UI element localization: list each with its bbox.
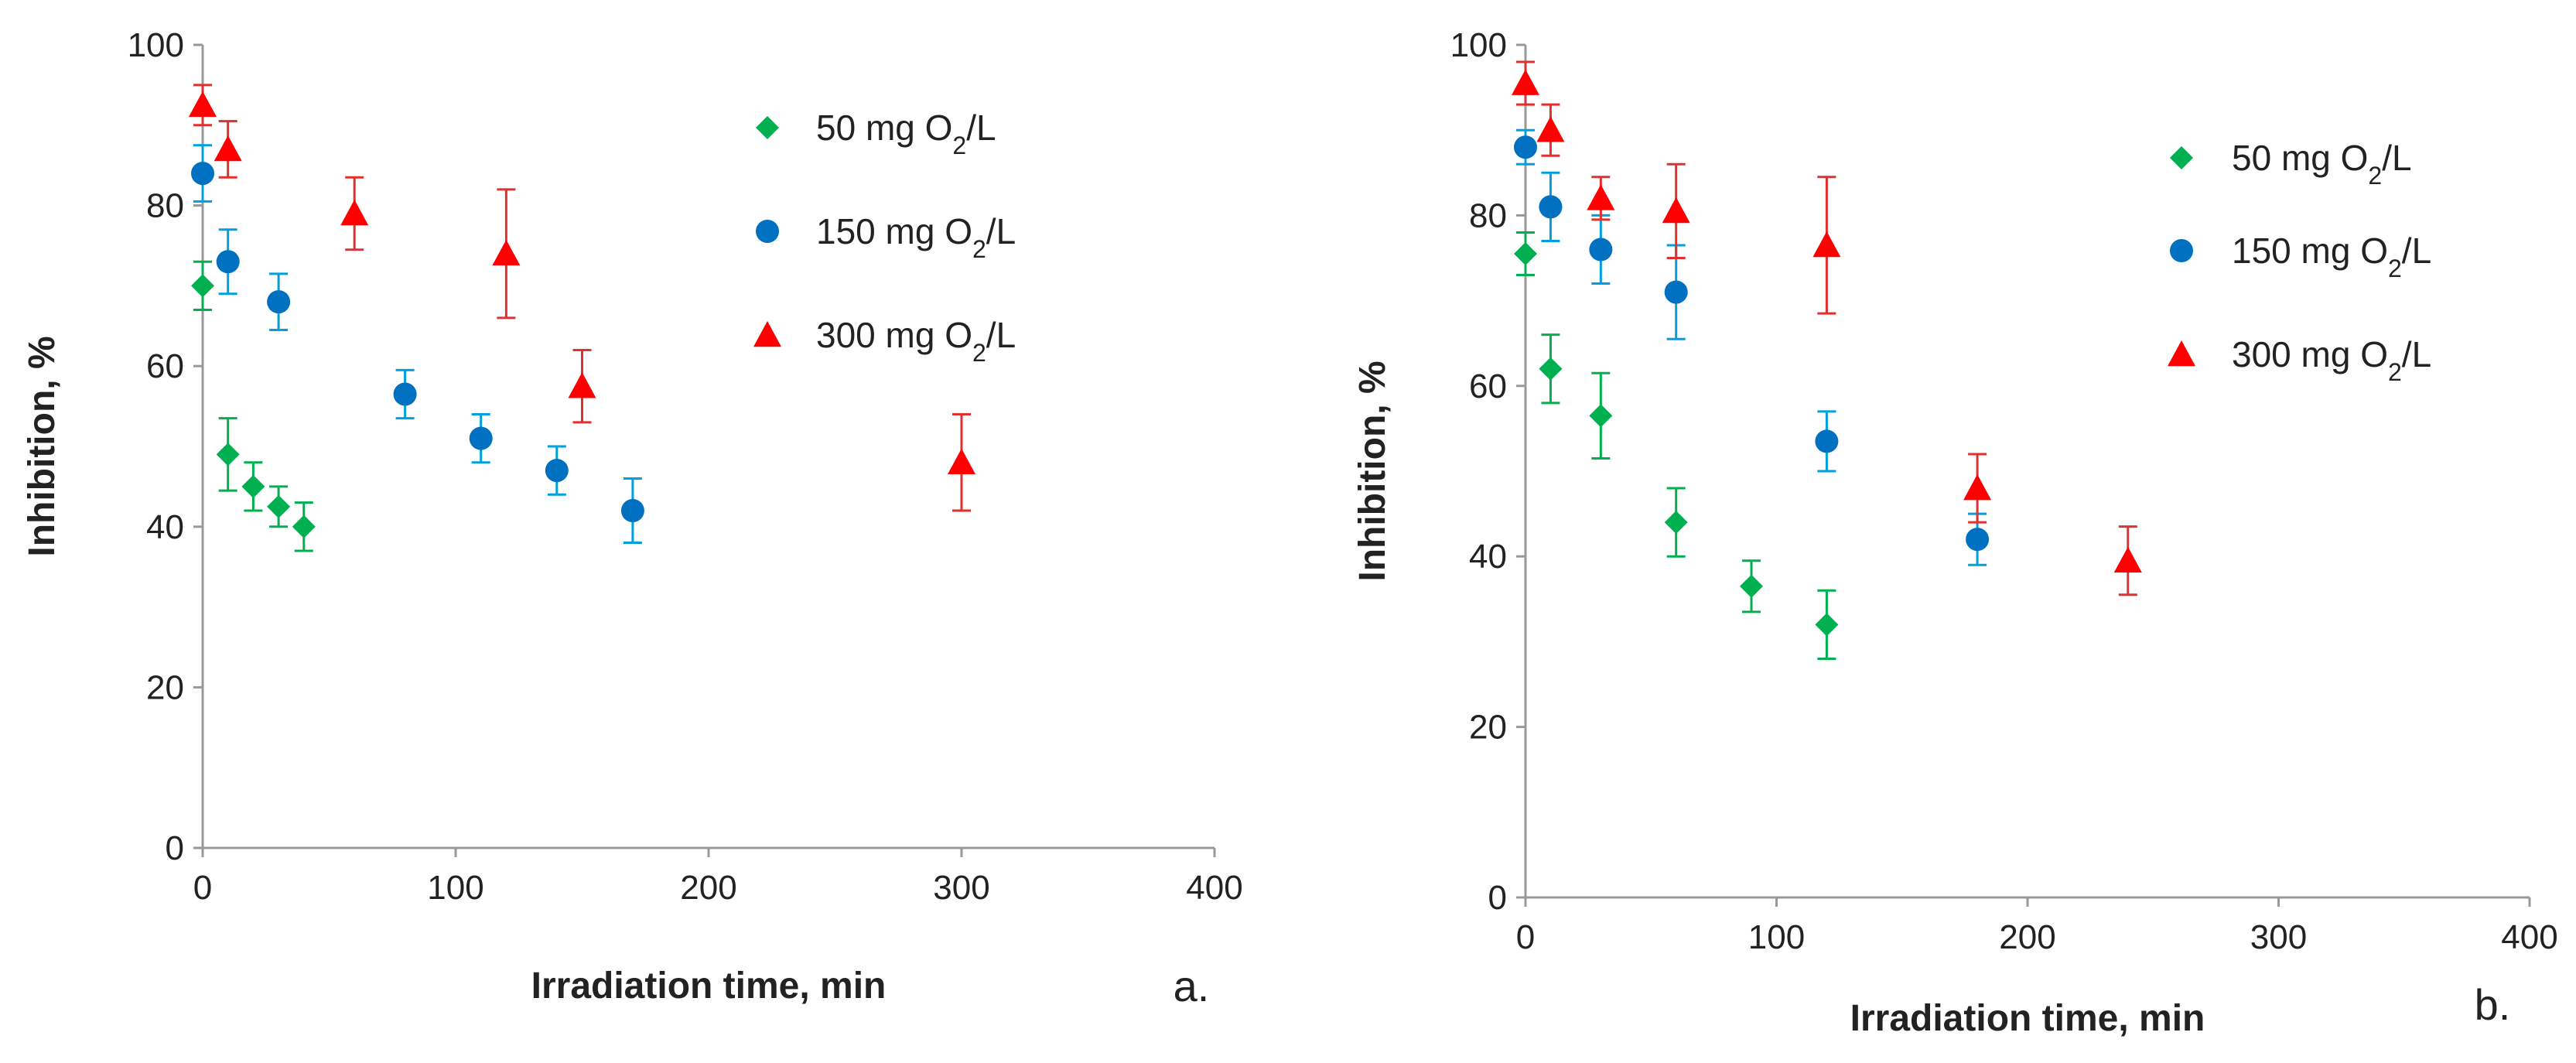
- y-axis-title: Inhibition, %: [1352, 361, 1393, 581]
- y-tick-label: 60: [1469, 367, 1507, 405]
- series-circle: [191, 144, 644, 545]
- y-axis-title: Inhibition, %: [22, 336, 63, 556]
- data-point: [216, 250, 240, 274]
- data-point: [241, 474, 265, 498]
- legend-label: 300 mg O2/L: [2232, 334, 2431, 386]
- legend-label: 150 mg O2/L: [816, 211, 1016, 263]
- y-tick-label: 20: [1469, 709, 1507, 747]
- y-tick-label: 0: [166, 829, 184, 867]
- panel-label: b.: [2475, 980, 2511, 1029]
- y-tick-label: 100: [1450, 26, 1507, 64]
- y-tick-label: 0: [1488, 879, 1507, 917]
- x-tick-label: 200: [1999, 918, 2055, 956]
- data-point: [1966, 528, 1990, 552]
- data-point: [191, 162, 214, 186]
- y-tick-label: 60: [146, 347, 184, 385]
- chart-1: 0 20 40 60 80 100 0 100 200 300 400 Inhibition, % Ir…: [22, 26, 1243, 1010]
- series-diamond: [191, 260, 316, 552]
- data-point: [267, 290, 291, 314]
- data-point: [292, 514, 316, 538]
- data-point: [1664, 511, 1688, 535]
- legend-label: 50 mg O2/L: [816, 108, 996, 159]
- data-point: [393, 382, 417, 406]
- legend-marker: [756, 220, 779, 243]
- data-point: [189, 91, 217, 118]
- data-point: [948, 448, 975, 475]
- legend-label: 300 mg O2/L: [816, 315, 1016, 367]
- x-tick-label: 100: [1748, 918, 1805, 956]
- legend-marker: [756, 116, 779, 139]
- data-point: [267, 494, 291, 518]
- x-tick-label: 0: [193, 869, 212, 907]
- x-tick-label: 200: [680, 869, 736, 907]
- data-point: [1664, 280, 1688, 304]
- x-tick-label: 300: [2250, 918, 2307, 956]
- legend-marker: [753, 321, 781, 347]
- legend-marker: [2170, 146, 2193, 169]
- y-tick-label: 100: [128, 26, 184, 64]
- data-point: [1589, 238, 1613, 261]
- data-point: [1514, 241, 1537, 265]
- data-point: [1815, 429, 1839, 453]
- data-point: [469, 426, 493, 450]
- chart-2: 0 20 40 60 80 100 0 100 200 300 400 Inhibition, % Ir…: [1352, 26, 2558, 1039]
- series-triangle: [1512, 60, 2142, 596]
- data-point: [568, 372, 596, 398]
- data-point: [1815, 613, 1839, 637]
- x-axis-title: Irradiation time, min: [531, 966, 887, 1007]
- x-tick-label: 300: [933, 869, 989, 907]
- panel-label: a.: [1174, 962, 1210, 1010]
- series-circle: [1514, 128, 1990, 566]
- data-point: [214, 135, 242, 162]
- data-point: [1512, 69, 1539, 95]
- data-point: [1963, 474, 1992, 501]
- data-point: [1536, 116, 1565, 142]
- data-point: [1587, 184, 1615, 210]
- series-triangle: [189, 84, 975, 512]
- x-axis-title: Irradiation time, min: [1850, 998, 2205, 1039]
- legend-label: 50 mg O2/L: [2232, 138, 2412, 190]
- data-point: [216, 443, 240, 467]
- data-point: [492, 239, 521, 266]
- legend-marker: [2170, 239, 2193, 262]
- data-point: [1514, 135, 1537, 159]
- y-tick-label: 80: [1469, 197, 1507, 234]
- data-point: [1812, 231, 1841, 258]
- legend-marker: [2168, 340, 2195, 367]
- y-tick-label: 20: [146, 668, 184, 706]
- data-point: [191, 274, 214, 298]
- x-tick-label: 100: [427, 869, 483, 907]
- y-tick-label: 80: [146, 187, 184, 225]
- series-diamond: [1514, 231, 1839, 660]
- data-point: [1539, 195, 1563, 219]
- data-point: [340, 199, 369, 226]
- x-tick-label: 0: [1516, 918, 1535, 956]
- y-tick-label: 40: [1469, 538, 1507, 576]
- x-tick-label: 400: [1186, 869, 1242, 907]
- data-point: [2113, 546, 2142, 573]
- data-point: [1539, 357, 1563, 381]
- data-point: [545, 459, 569, 483]
- data-point: [1662, 197, 1690, 224]
- x-tick-label: 400: [2501, 918, 2557, 956]
- data-point: [1740, 574, 1764, 598]
- legend-label: 150 mg O2/L: [2232, 231, 2431, 282]
- data-point: [620, 499, 644, 523]
- data-point: [1589, 404, 1613, 428]
- y-tick-label: 40: [146, 508, 184, 546]
